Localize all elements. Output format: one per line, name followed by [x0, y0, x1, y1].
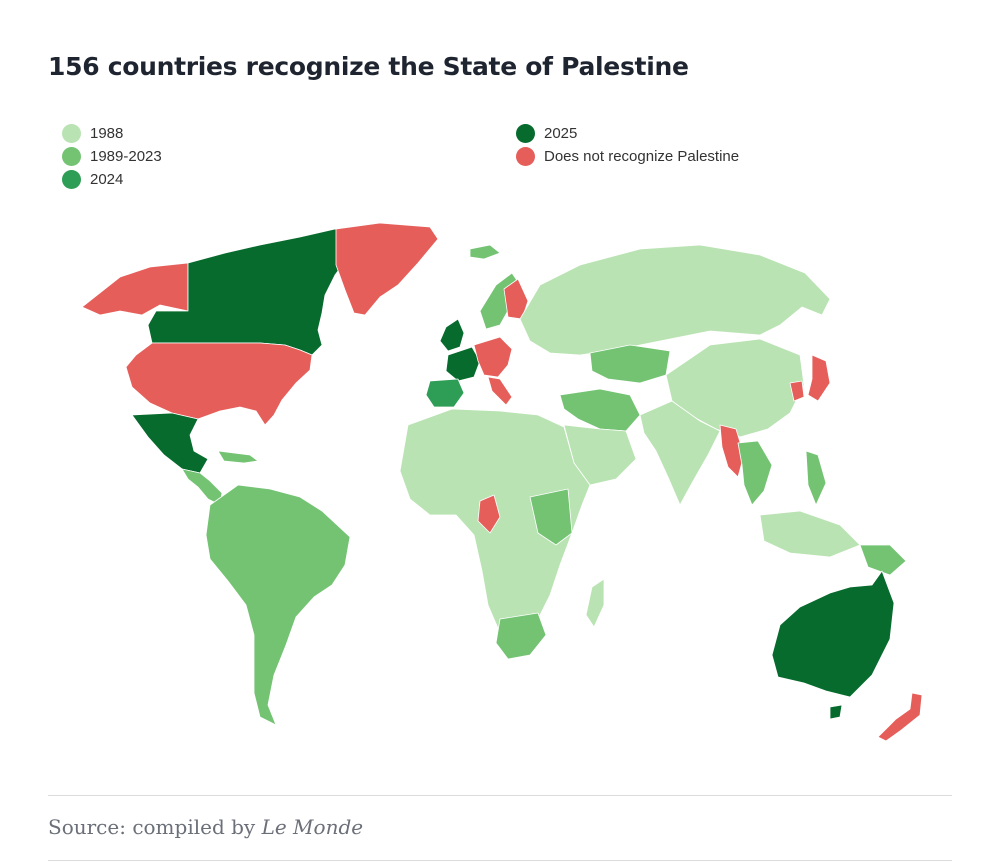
- region-kazakhstan: [589, 344, 671, 384]
- region-indonesia: [759, 510, 861, 558]
- region-se-asia: [737, 440, 773, 506]
- region-japan: [807, 354, 831, 402]
- region-australia: [771, 570, 895, 698]
- region-south-africa: [495, 612, 547, 660]
- legend-item-2024: 2024: [62, 168, 123, 190]
- legend-swatch-2025: [516, 123, 535, 143]
- source-name: Le Monde: [261, 815, 364, 839]
- region-canada: [147, 228, 361, 356]
- region-east-africa: [529, 488, 573, 546]
- world-map: [81, 222, 923, 742]
- legend-swatch-not-recognize: [516, 146, 535, 166]
- region-mexico: [131, 412, 209, 474]
- legend-label-2025: 2025: [544, 124, 578, 142]
- region-cameroon: [477, 494, 501, 534]
- divider-bottom: [48, 860, 952, 861]
- region-south-america: [205, 484, 351, 726]
- legend-item-2025: 2025: [516, 122, 577, 144]
- region-central-europe: [473, 336, 513, 378]
- source-prefix: Source: compiled by: [48, 815, 262, 839]
- legend-label-1988: 1988: [90, 124, 124, 142]
- region-italy: [487, 376, 513, 406]
- region-usa: [125, 342, 313, 426]
- region-greenland: [335, 222, 439, 316]
- legend-label-not-recognize: Does not recognize Palestine: [544, 147, 740, 165]
- legend-swatch-1989-2023: [62, 146, 81, 166]
- region-iceland: [469, 244, 501, 260]
- legend-swatch-1988: [62, 123, 81, 143]
- region-tasmania: [829, 704, 843, 720]
- region-papua: [859, 544, 907, 576]
- region-france: [445, 346, 481, 382]
- divider-top: [48, 795, 952, 796]
- chart-title: 156 countries recognize the State of Pal…: [48, 52, 689, 81]
- region-russia: [519, 244, 831, 356]
- region-madagascar: [585, 578, 605, 628]
- region-central-america: [181, 468, 223, 506]
- region-iberia: [425, 378, 465, 408]
- legend-item-1989-2023: 1989-2023: [62, 145, 162, 167]
- legend-label-2024: 2024: [90, 170, 124, 188]
- region-caribbean: [217, 450, 259, 464]
- region-alaska: [81, 262, 189, 316]
- legend-item-not-recognize: Does not recognize Palestine: [516, 145, 739, 167]
- legend-item-1988: 1988: [62, 122, 123, 144]
- source-note: Source: compiled by Le Monde: [48, 815, 363, 839]
- region-india: [639, 400, 721, 506]
- region-philippines: [805, 450, 827, 506]
- legend-swatch-2024: [62, 169, 81, 189]
- region-uk-ireland: [439, 318, 465, 352]
- legend: 1988 1989-2023 2024 2025 Does not recogn…: [62, 122, 822, 202]
- legend-label-1989-2023: 1989-2023: [90, 147, 162, 165]
- region-korea: [789, 380, 805, 402]
- region-myanmar: [719, 424, 745, 478]
- region-new-zealand: [877, 692, 923, 742]
- region-middle-east: [559, 388, 641, 432]
